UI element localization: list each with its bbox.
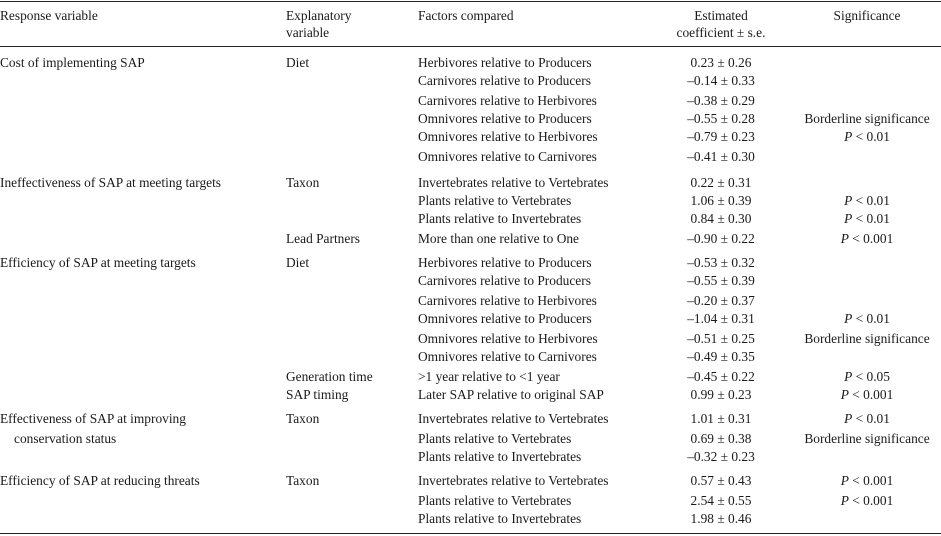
coefficient-cell: 0.22 ± 0.31 bbox=[690, 175, 752, 190]
response-variable-cell: Efficiency of SAP at reducing threats bbox=[0, 473, 200, 488]
significance-cell: P < 0.01 bbox=[844, 129, 890, 144]
header-explanatory-line1: Explanatory bbox=[286, 8, 352, 23]
factors-compared-cell: Later SAP relative to original SAP bbox=[418, 387, 604, 402]
bottom-rule bbox=[0, 533, 941, 535]
factors-compared-cell: Carnivores relative to Herbivores bbox=[418, 293, 597, 308]
explanatory-variable-cell: Diet bbox=[286, 255, 310, 270]
header-explanatory-line2: variable bbox=[286, 25, 330, 40]
header-factors-compared: Factors compared bbox=[418, 8, 514, 23]
coefficient-cell: 1.98 ± 0.46 bbox=[690, 511, 752, 526]
coefficient-cell: –1.04 ± 0.31 bbox=[687, 311, 755, 326]
coefficient-cell: –0.53 ± 0.32 bbox=[687, 255, 755, 270]
coefficient-cell: –0.45 ± 0.22 bbox=[687, 369, 755, 384]
response-variable-cell: Efficiency of SAP at meeting targets bbox=[0, 255, 196, 270]
explanatory-variable-cell: Taxon bbox=[286, 411, 320, 426]
coefficient-cell: 0.23 ± 0.26 bbox=[690, 55, 752, 70]
significance-cell: P < 0.001 bbox=[840, 473, 894, 488]
explanatory-variable-cell: Taxon bbox=[286, 175, 320, 190]
coefficient-cell: 0.99 ± 0.23 bbox=[690, 387, 752, 402]
factors-compared-cell: Invertebrates relative to Vertebrates bbox=[418, 411, 609, 426]
factors-compared-cell: Carnivores relative to Herbivores bbox=[418, 93, 597, 108]
coefficient-cell: 2.54 ± 0.55 bbox=[690, 493, 752, 508]
significance-cell: P < 0.05 bbox=[844, 369, 890, 384]
factors-compared-cell: Omnivores relative to Producers bbox=[418, 311, 592, 326]
header-estimated-line2: coefficient ± s.e. bbox=[676, 25, 766, 40]
response-variable-cell: conservation status bbox=[14, 431, 117, 446]
significance-cell: P < 0.01 bbox=[844, 411, 890, 426]
coefficient-cell: –0.55 ± 0.39 bbox=[687, 273, 755, 288]
header-rule bbox=[0, 46, 941, 47]
factors-compared-cell: Invertebrates relative to Vertebrates bbox=[418, 175, 609, 190]
significance-cell: P < 0.01 bbox=[844, 311, 890, 326]
factors-compared-cell: Omnivores relative to Producers bbox=[418, 111, 592, 126]
coefficient-cell: –0.51 ± 0.25 bbox=[687, 331, 755, 346]
coefficient-cell: 0.84 ± 0.30 bbox=[690, 211, 752, 226]
response-variable-cell: Cost of implementing SAP bbox=[0, 55, 145, 70]
significance-cell: P < 0.01 bbox=[844, 211, 890, 226]
top-rule bbox=[0, 1, 941, 3]
factors-compared-cell: Herbivores relative to Producers bbox=[418, 255, 592, 270]
factors-compared-cell: Plants relative to Vertebrates bbox=[418, 193, 572, 208]
factors-compared-cell: Plants relative to Vertebrates bbox=[418, 493, 572, 508]
significance-cell: P < 0.01 bbox=[844, 193, 890, 208]
significance-cell: Borderline significance bbox=[804, 111, 930, 126]
significance-cell: P < 0.001 bbox=[840, 493, 894, 508]
header-estimated-line1: Estimated bbox=[694, 8, 748, 23]
response-variable-cell: Ineffectiveness of SAP at meeting target… bbox=[0, 175, 222, 190]
coefficient-cell: –0.32 ± 0.23 bbox=[687, 449, 755, 464]
response-variable-cell: Effectiveness of SAP at improving bbox=[0, 411, 186, 426]
factors-compared-cell: Plants relative to Invertebrates bbox=[418, 211, 582, 226]
factors-compared-cell: >1 year relative to <1 year bbox=[418, 369, 560, 384]
explanatory-variable-cell: Taxon bbox=[286, 473, 320, 488]
factors-compared-cell: Carnivores relative to Producers bbox=[418, 273, 591, 288]
factors-compared-cell: Omnivores relative to Herbivores bbox=[418, 129, 598, 144]
significance-cell: P < 0.001 bbox=[840, 387, 894, 402]
coefficient-cell: –0.41 ± 0.30 bbox=[687, 149, 755, 164]
coefficient-cell: –0.38 ± 0.29 bbox=[687, 93, 755, 108]
coefficient-cell: –0.90 ± 0.22 bbox=[687, 231, 755, 246]
coefficient-cell: –0.79 ± 0.23 bbox=[687, 129, 755, 144]
coefficient-cell: –0.49 ± 0.35 bbox=[687, 349, 755, 364]
factors-compared-cell: Carnivores relative to Producers bbox=[418, 73, 591, 88]
header-significance: Significance bbox=[833, 8, 901, 23]
header-response-variable: Response variable bbox=[0, 8, 98, 23]
factors-compared-cell: Plants relative to Invertebrates bbox=[418, 449, 582, 464]
coefficient-cell: –0.14 ± 0.33 bbox=[687, 73, 755, 88]
factors-compared-cell: Omnivores relative to Herbivores bbox=[418, 331, 598, 346]
coefficient-cell: 1.06 ± 0.39 bbox=[690, 193, 752, 208]
factors-compared-cell: Omnivores relative to Carnivores bbox=[418, 149, 597, 164]
factors-compared-cell: Plants relative to Vertebrates bbox=[418, 431, 572, 446]
explanatory-variable-cell: Diet bbox=[286, 55, 310, 70]
factors-compared-cell: Invertebrates relative to Vertebrates bbox=[418, 473, 609, 488]
factors-compared-cell: Herbivores relative to Producers bbox=[418, 55, 592, 70]
explanatory-variable-cell: Generation time bbox=[286, 369, 373, 384]
explanatory-variable-cell: SAP timing bbox=[286, 387, 349, 402]
significance-cell: Borderline significance bbox=[804, 331, 930, 346]
coefficient-cell: 1.01 ± 0.31 bbox=[690, 411, 752, 426]
coefficient-cell: 0.69 ± 0.38 bbox=[690, 431, 752, 446]
factors-compared-cell: Plants relative to Invertebrates bbox=[418, 511, 582, 526]
factors-compared-cell: More than one relative to One bbox=[418, 231, 580, 246]
coefficient-cell: –0.55 ± 0.28 bbox=[687, 111, 755, 126]
coefficient-cell: 0.57 ± 0.43 bbox=[690, 473, 752, 488]
explanatory-variable-cell: Lead Partners bbox=[286, 231, 360, 246]
factors-compared-cell: Omnivores relative to Carnivores bbox=[418, 349, 597, 364]
significance-cell: Borderline significance bbox=[804, 431, 930, 446]
coefficient-cell: –0.20 ± 0.37 bbox=[687, 293, 755, 308]
significance-cell: P < 0.001 bbox=[840, 231, 894, 246]
